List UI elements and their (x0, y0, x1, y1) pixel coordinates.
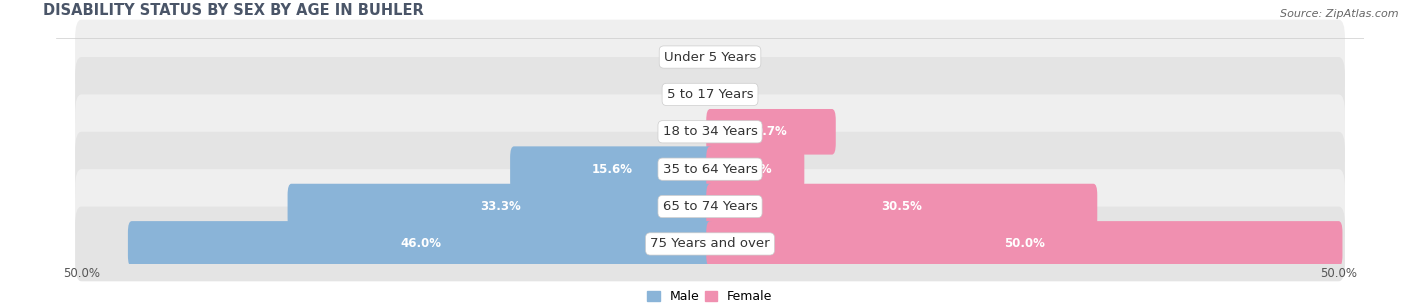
FancyBboxPatch shape (706, 221, 1343, 267)
Text: 5 to 17 Years: 5 to 17 Years (666, 88, 754, 101)
FancyBboxPatch shape (75, 20, 1346, 95)
Text: 46.0%: 46.0% (401, 237, 441, 250)
Text: DISABILITY STATUS BY SEX BY AGE IN BUHLER: DISABILITY STATUS BY SEX BY AGE IN BUHLE… (44, 3, 425, 18)
FancyBboxPatch shape (706, 184, 1097, 229)
FancyBboxPatch shape (706, 146, 804, 192)
Text: 18 to 34 Years: 18 to 34 Years (662, 125, 758, 138)
FancyBboxPatch shape (75, 57, 1346, 132)
FancyBboxPatch shape (75, 169, 1346, 244)
FancyBboxPatch shape (706, 109, 835, 155)
FancyBboxPatch shape (288, 184, 714, 229)
Text: 9.7%: 9.7% (755, 125, 787, 138)
Text: 0.0%: 0.0% (668, 88, 697, 101)
FancyBboxPatch shape (75, 132, 1346, 206)
Text: 50.0%: 50.0% (1004, 237, 1045, 250)
FancyBboxPatch shape (128, 221, 714, 267)
Text: 15.6%: 15.6% (592, 163, 633, 176)
FancyBboxPatch shape (75, 206, 1346, 281)
Text: 7.2%: 7.2% (740, 163, 772, 176)
Text: 0.0%: 0.0% (723, 50, 752, 64)
Legend: Male, Female: Male, Female (643, 285, 778, 304)
Text: 0.0%: 0.0% (668, 50, 697, 64)
Text: 35 to 64 Years: 35 to 64 Years (662, 163, 758, 176)
Text: 0.0%: 0.0% (668, 125, 697, 138)
Text: Source: ZipAtlas.com: Source: ZipAtlas.com (1281, 9, 1399, 19)
FancyBboxPatch shape (510, 146, 714, 192)
FancyBboxPatch shape (75, 95, 1346, 169)
Text: 0.0%: 0.0% (723, 88, 752, 101)
Text: 65 to 74 Years: 65 to 74 Years (662, 200, 758, 213)
Text: Under 5 Years: Under 5 Years (664, 50, 756, 64)
Text: 33.3%: 33.3% (481, 200, 522, 213)
Text: 75 Years and over: 75 Years and over (650, 237, 770, 250)
Text: 30.5%: 30.5% (882, 200, 922, 213)
